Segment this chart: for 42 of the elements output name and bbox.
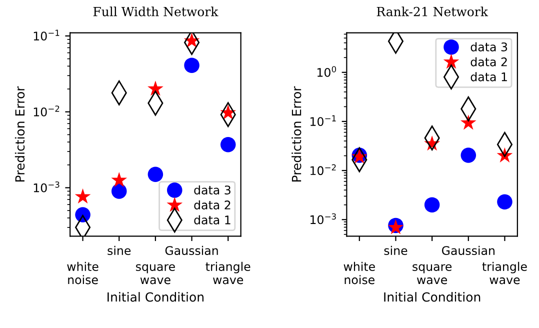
x-axis-title: Initial Condition — [384, 292, 480, 302]
y-axis-title: Prediction Error — [14, 86, 25, 182]
legend-label: data 1 — [470, 72, 507, 82]
point — [184, 32, 200, 48]
point — [148, 166, 164, 182]
y-tick-label: 10$^{−1}$ — [34, 30, 60, 41]
x-tick-label: square wave — [412, 264, 452, 284]
x-tick-label: Gaussian — [165, 246, 218, 256]
y-tick-label: 10$^{−3}$ — [34, 181, 60, 192]
point — [74, 188, 91, 204]
point — [220, 136, 236, 152]
point — [111, 172, 128, 188]
x-tick-label: Gaussian — [442, 246, 494, 256]
x-tick-label: triangle wave — [482, 262, 527, 284]
y-tick-label: 10$^{−1}$ — [310, 115, 336, 126]
y-tick-label: 10$^{−3}$ — [310, 213, 336, 224]
point — [460, 148, 476, 163]
y-tick-label: 10$^{−2}$ — [34, 106, 60, 116]
point — [424, 197, 440, 212]
x-tick-label: white noise — [67, 262, 98, 284]
legend-label: data 2 — [194, 200, 230, 210]
x-axis-title: Initial Condition — [108, 292, 204, 302]
legend-label: data 2 — [470, 57, 507, 66]
legend-label: data 3 — [470, 42, 508, 52]
chart-title: Rank-21 Network — [376, 6, 488, 16]
legend-label: data 1 — [194, 215, 230, 224]
chart-title: Full Width Network — [93, 6, 218, 16]
x-tick-label: sine — [108, 246, 131, 256]
point — [460, 114, 476, 130]
legend-label: data 3 — [194, 185, 230, 194]
point — [184, 32, 200, 55]
y-axis-title: Prediction Error — [292, 86, 302, 182]
y-tick-label: 10$^{−2}$ — [310, 164, 336, 176]
x-tick-label: sine — [384, 246, 408, 256]
y-tick-label: 10$^{0}$ — [317, 66, 336, 77]
x-tick-label: triangle wave — [206, 262, 250, 284]
x-tick-label: white noise — [344, 262, 375, 284]
x-tick-label: square wave — [136, 264, 175, 284]
point — [497, 194, 512, 210]
point — [111, 184, 127, 199]
point — [184, 58, 200, 73]
point — [148, 80, 164, 96]
